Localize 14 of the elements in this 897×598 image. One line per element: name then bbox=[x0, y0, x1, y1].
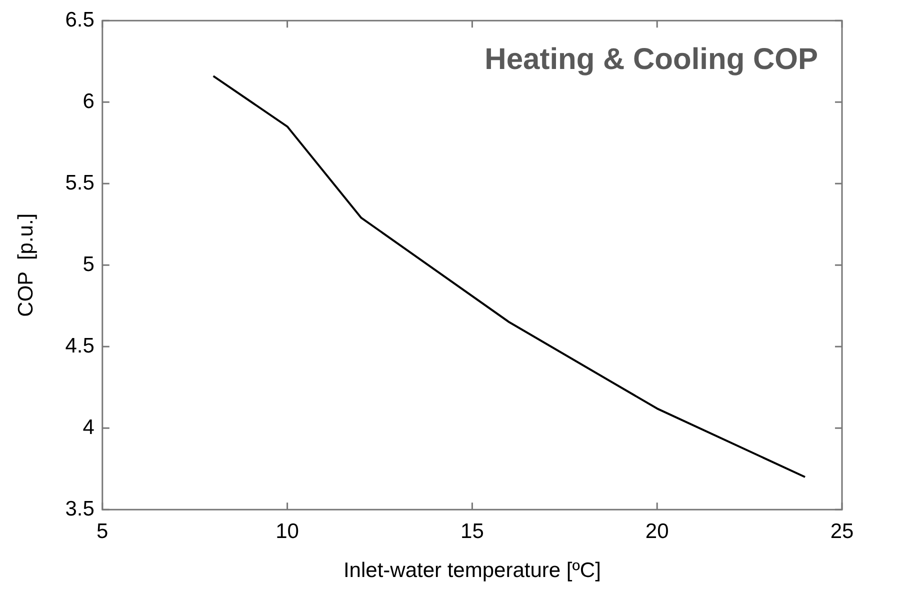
y-tick-label: 5 bbox=[82, 252, 94, 276]
x-axis-title: Inlet-water temperature [ºC] bbox=[343, 559, 601, 582]
y-tick-label: 5.5 bbox=[65, 171, 94, 194]
x-tick-label: 25 bbox=[830, 520, 854, 543]
y-tick-label: 3.5 bbox=[65, 497, 94, 520]
y-tick-label: 6 bbox=[82, 90, 94, 113]
y-tick-label: 6.5 bbox=[65, 8, 94, 32]
text: Heating & Cooling COP bbox=[484, 42, 818, 76]
x-tick-label: 15 bbox=[460, 520, 484, 543]
y-tick-label: 4.5 bbox=[65, 334, 94, 358]
y-tick-label: 4 bbox=[82, 416, 95, 439]
y-axis-title: COP [p.u.] bbox=[14, 213, 38, 317]
x-tick-label: 10 bbox=[276, 520, 299, 543]
x-tick-label: 20 bbox=[645, 520, 669, 543]
